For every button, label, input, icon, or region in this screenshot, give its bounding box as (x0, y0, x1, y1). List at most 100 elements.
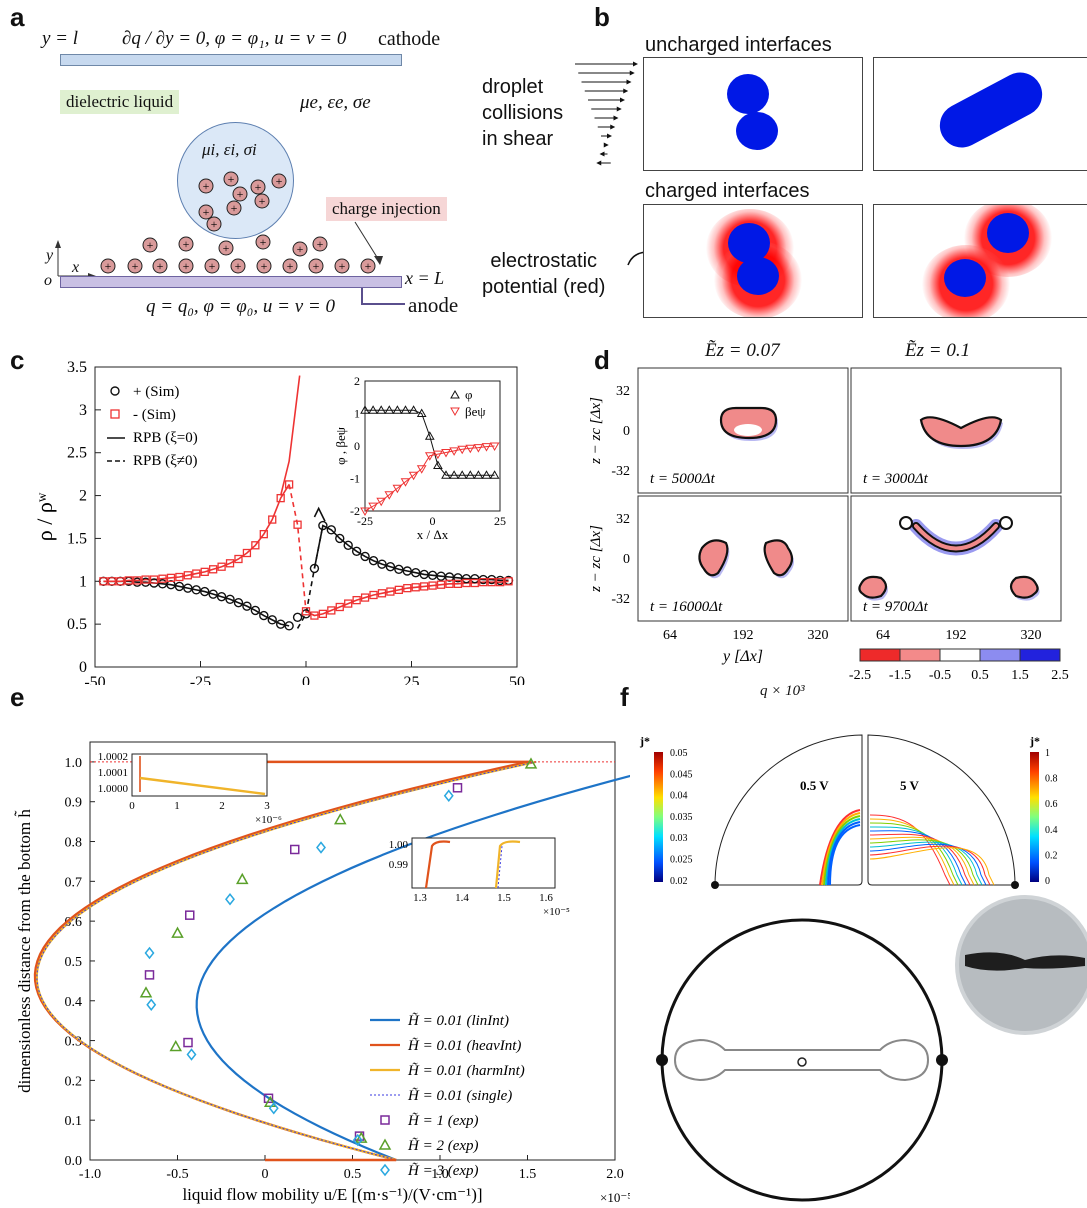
inset-y-tick: 2 (354, 374, 360, 388)
e-legend-marker (378, 1138, 392, 1150)
e-x-tick-label: 0 (262, 1167, 269, 1182)
plus-sim-point (309, 563, 320, 574)
inset-legend-psi-marker (450, 407, 460, 417)
arrowhead (613, 115, 619, 121)
plus-sign: + (105, 259, 112, 273)
plus-sim-point (377, 559, 387, 569)
x-tick-label: -25 (190, 674, 211, 685)
e-x-scale-note: ×10⁻⁵ (600, 1190, 630, 1205)
plus-sim-point (326, 525, 337, 535)
plus-sim-point (335, 533, 345, 544)
d-y-tick: -32 (611, 592, 630, 607)
minus-sim-point (124, 576, 133, 585)
charge-dot (204, 258, 220, 274)
inset-psi-point (465, 444, 476, 454)
e-legend-marker (380, 1163, 390, 1177)
e-inset1-x-tick: 3 (264, 800, 270, 812)
e-legend-marker (380, 1115, 390, 1125)
e-inset1-y-tick: 1.0001 (98, 767, 128, 779)
charged-frame-2 (873, 204, 1087, 318)
panel-f-figure: j* 0.05 0.045 0.04 0.035 0.03 0.025 0.02 j* 1 0.8 0… (639, 734, 1087, 1202)
inset-psi-point (384, 491, 395, 500)
plus-sign: + (147, 238, 154, 252)
inset-y-tick: -1 (350, 472, 360, 486)
droplet (737, 257, 779, 295)
plus-sim-point (191, 585, 201, 595)
plus-sim-point (242, 601, 252, 611)
minus-sim-point (293, 520, 302, 529)
d-y-tick: 0 (623, 424, 630, 439)
legend-entry: RPB (ξ≠0) (133, 453, 198, 469)
colorbar-tick: -0.5 (929, 668, 951, 683)
exp-h1-point (452, 783, 463, 793)
inset-psi-point (400, 478, 411, 487)
e-y-tick-label: 0.0 (65, 1154, 83, 1169)
e-legend-entry: H̃ = 2 (exp) (407, 1138, 479, 1154)
d-frame (637, 495, 849, 622)
exp-h3-point (146, 998, 157, 1011)
panel-e-chart: -1.0 -0.5 0 0.5 1.0 1.5 2.00.00.10.20.30.40.50… (15, 741, 630, 1205)
plus-sign: + (183, 259, 190, 273)
x-tick-label: 25 (404, 674, 420, 685)
arrowhead (626, 79, 632, 85)
plus-sim-point (200, 586, 210, 597)
plus-sign: + (317, 237, 324, 251)
minus-sim-point (183, 571, 192, 580)
charge-dot (198, 178, 214, 194)
y-tick-label: 3.5 (67, 359, 87, 376)
f-colorbar-right-tick: 0.4 (1045, 825, 1058, 836)
f-voltage-right: 5 V (900, 778, 920, 793)
arrowhead (599, 151, 605, 157)
e-x-tick-label: 1.0 (431, 1167, 449, 1182)
colorbar-tick: 1.5 (1011, 668, 1029, 683)
exp-h1-point (263, 1093, 274, 1104)
f-streamline-right (869, 836, 975, 886)
charge-dot (250, 179, 266, 195)
inset-psi-point (473, 444, 484, 453)
arrowhead (633, 61, 638, 67)
y-tick-label: 0 (79, 659, 87, 676)
d-y-tick: 32 (616, 384, 630, 399)
minus-sim-point (259, 529, 268, 539)
y-tick-label: 3 (79, 402, 87, 419)
e-inset2-x-tick: 1.3 (413, 892, 427, 904)
panel-letter-f: f (620, 682, 629, 712)
f-streamline-left (821, 812, 861, 886)
f-colorbar-right (1030, 752, 1039, 882)
plus-sim-point (225, 594, 235, 604)
inset-psi-point (360, 507, 370, 517)
plus-sim-point (368, 556, 379, 566)
exp-h3-point (443, 789, 454, 802)
exp-h2-point (171, 926, 184, 938)
inset-x-tick: -25 (357, 514, 373, 528)
e-inset1-frame (131, 753, 268, 797)
inset-x-tick: 25 (494, 514, 506, 528)
plus-sign: + (211, 217, 218, 231)
d-y-label: z − zc [Δx] (588, 525, 604, 593)
y-axis-label: ρ / ρʷ (32, 492, 57, 541)
plus-sim-point (284, 621, 294, 631)
charge-dot (198, 204, 214, 220)
charge-injection-label: charge injection (326, 197, 447, 221)
panel-letter-d: d (594, 345, 610, 375)
f-voltage-left: 0.5 V (800, 778, 829, 793)
exp-h2-point (139, 986, 153, 998)
e-inset2-x-tick: 1.4 (455, 892, 469, 904)
colorbar-segment (859, 648, 901, 662)
inner-properties-label: μi, εi, σi (202, 140, 257, 159)
f-photo-ribbon (965, 952, 1085, 971)
exp-h3-point (352, 1133, 363, 1147)
plus-sim-point (402, 566, 412, 576)
inset-psi-point (481, 443, 492, 452)
exp-h2-point (524, 757, 538, 769)
f-droplet-outline (673, 1038, 930, 1082)
plus-sim-point (275, 619, 286, 629)
plus-sim-point (385, 562, 396, 572)
f-electrode-dot (936, 1054, 948, 1066)
e-y-tick-label: 0.2 (65, 1074, 83, 1089)
charge-dot (206, 216, 222, 232)
minus-sim-point (234, 554, 243, 564)
rpb-plus-peak (313, 506, 326, 522)
f-streamline-right (869, 845, 991, 886)
plus-sign: + (365, 259, 372, 273)
